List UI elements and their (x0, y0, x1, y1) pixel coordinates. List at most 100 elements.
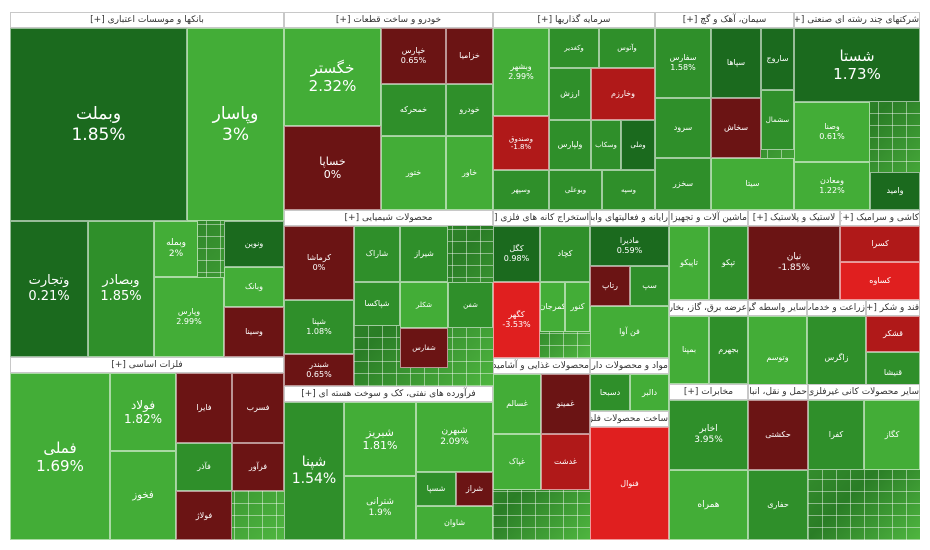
stock-tile[interactable]: شکلر (400, 282, 448, 328)
stock-tile[interactable]: شپنا 1.08% (284, 300, 354, 354)
stock-tile[interactable]: کگاز (864, 400, 920, 470)
stock-tile[interactable]: غمینو (541, 374, 590, 434)
sector-header[interactable]: بانکها و موسسات اعتباری [+] (10, 12, 284, 28)
stock-tile[interactable]: ونوین (224, 221, 284, 267)
stock-tile[interactable]: وخارزم (591, 68, 655, 120)
stock-tile[interactable]: حفاری (748, 470, 808, 540)
stock-tile[interactable]: کفرا (808, 400, 864, 470)
stock-tile[interactable]: سخاش (711, 98, 761, 158)
stock-tile[interactable]: بمپنا (669, 316, 709, 384)
stock-tile[interactable]: کچاد (540, 226, 590, 282)
stock-tile[interactable]: فن آوا (590, 306, 669, 358)
stock-tile[interactable]: وآتوس (599, 28, 655, 68)
stock-tile[interactable]: حکشتی (748, 400, 808, 470)
sector-header[interactable]: استخراج کانه های فلزی [+] (493, 210, 590, 226)
sector-header[interactable]: فرآورده های نفتی، کک و سوخت هسته ای [+] (284, 386, 493, 402)
stock-tile[interactable]: شپاکسا (354, 282, 400, 326)
stock-tile[interactable]: وتجارت 0.21% (10, 221, 88, 357)
stock-tile[interactable]: ختور (381, 136, 446, 210)
stock-tile[interactable]: ساروج (761, 28, 794, 90)
stock-tile[interactable]: فآذر (176, 443, 232, 491)
stock-tile[interactable]: همراه (669, 470, 748, 540)
sector-header[interactable]: فلزات اساسی [+] (10, 357, 284, 373)
stock-tile[interactable]: شپنا 1.54% (284, 402, 344, 540)
sector-header[interactable]: ساخت محصولات فلزی [+] (590, 411, 669, 427)
stock-tile[interactable]: سشمال (761, 90, 794, 150)
stock-tile[interactable]: کمرجان (540, 282, 565, 332)
stock-tile[interactable]: وبشهر 2.99% (493, 28, 549, 116)
stock-tile[interactable]: شترانی 1.9% (344, 476, 416, 540)
stock-tile[interactable]: وبصادر 1.85% (88, 221, 154, 357)
stock-tile[interactable]: شفارس (400, 328, 448, 368)
stock-tile[interactable]: نیان -1.85% (748, 226, 840, 300)
stock-tile[interactable]: فولاژ (176, 491, 232, 540)
stock-tile[interactable]: کرماشا 0% (284, 226, 354, 300)
stock-tile[interactable]: فخوز (110, 451, 176, 540)
sector-header[interactable]: زراعت و خدمات وابسته [+] (807, 300, 866, 316)
stock-tile[interactable]: دسبحا (590, 374, 630, 411)
stock-tile[interactable]: مادیرا 0.59% (590, 226, 669, 266)
stock-tile[interactable]: وملی (621, 120, 655, 170)
stock-tile[interactable]: سپاها (711, 28, 761, 98)
stock-tile[interactable]: بجهرم (709, 316, 748, 384)
stock-tile[interactable]: فولاد 1.82% (110, 373, 176, 451)
stock-tile[interactable]: ارزش (549, 68, 591, 120)
stock-tile[interactable]: غدشت (541, 434, 590, 490)
stock-tile[interactable]: اخابر 3.95% (669, 400, 748, 470)
sector-header[interactable]: مخابرات [+] (669, 384, 748, 400)
stock-tile[interactable]: شیراز (400, 226, 448, 282)
sector-header[interactable]: محصولات شیمیایی [+] (284, 210, 493, 226)
sector-header[interactable]: حمل و نقل، انبارداری و ارتباطات [+] (748, 384, 808, 400)
stock-tile[interactable]: شبریز 1.81% (344, 402, 416, 476)
sector-header[interactable]: مواد و محصولات دارویی [+] (590, 358, 669, 374)
stock-tile[interactable]: وصندوق -1.8% (493, 116, 549, 170)
stock-tile[interactable]: وپاسار 3% (187, 28, 284, 221)
stock-tile[interactable]: خودرو (446, 84, 493, 136)
stock-tile[interactable]: تاپیکو (669, 226, 709, 300)
sector-header[interactable]: شرکتهای چند رشته ای صنعتی [+] (794, 12, 920, 28)
stock-tile[interactable]: کگهر -3.53% (493, 282, 540, 358)
stock-tile[interactable]: وسپهر (493, 170, 549, 210)
stock-tile[interactable]: سپ (630, 266, 669, 306)
stock-tile[interactable]: شسپا (416, 472, 456, 506)
stock-tile[interactable]: خپارس 0.65% (381, 28, 446, 84)
stock-tile[interactable]: فرآور (232, 443, 284, 491)
stock-tile[interactable]: وپارس 2.99% (154, 277, 224, 357)
sector-header[interactable]: سایر واسطه گریهای مالی [+] (748, 300, 807, 316)
stock-tile[interactable]: شستا 1.73% (794, 28, 920, 102)
stock-tile[interactable]: وبوعلی (549, 170, 602, 210)
stock-tile[interactable]: غسالم (493, 374, 541, 434)
sector-header[interactable]: رایانه و فعالیتهای وابسته به آن [+] (590, 210, 669, 226)
stock-tile[interactable]: خاور (446, 136, 493, 210)
stock-tile[interactable]: فملی 1.69% (10, 373, 110, 540)
stock-tile[interactable]: کگل 0.98% (493, 226, 540, 282)
stock-tile[interactable]: تپکو (709, 226, 748, 300)
stock-tile[interactable]: وامید (870, 172, 920, 210)
stock-tile[interactable]: شبهرن 2.09% (416, 402, 493, 472)
sector-header[interactable]: لاستیک و پلاستیک [+] (748, 210, 840, 226)
stock-tile[interactable]: خمحرکه (381, 84, 446, 136)
stock-tile[interactable]: ولپارس (549, 120, 591, 170)
stock-tile[interactable]: سخزر (655, 158, 711, 210)
stock-tile[interactable]: وبانک (224, 267, 284, 307)
stock-tile[interactable]: فایرا (176, 373, 232, 443)
stock-tile[interactable]: وصنا 0.61% (794, 102, 870, 162)
stock-tile[interactable]: غپاک (493, 434, 541, 490)
stock-tile[interactable]: وبملت 1.85% (10, 28, 187, 221)
sector-header[interactable]: سرمایه گذاریها [+] (493, 12, 655, 28)
sector-header[interactable]: عرضه برق، گاز، بخار و آب گرم [+] (669, 300, 748, 316)
stock-tile[interactable]: شراز (456, 472, 493, 506)
sector-header[interactable]: کاشی و سرامیک [+] (840, 210, 920, 226)
stock-tile[interactable]: شبندر 0.65% (284, 354, 354, 386)
stock-tile[interactable]: خگستر 2.32% (284, 28, 381, 126)
stock-tile[interactable]: شاوان (416, 506, 493, 540)
stock-tile[interactable]: وسینا (224, 307, 284, 357)
stock-tile[interactable]: دالبر (630, 374, 669, 411)
stock-tile[interactable]: خزامیا (446, 28, 493, 84)
sector-header[interactable]: محصولات غذایی و آشامیدنی بجز قند و شکر [… (493, 358, 590, 374)
stock-tile[interactable]: ومعادن 1.22% (794, 162, 870, 210)
stock-tile[interactable]: وسکاب (591, 120, 621, 170)
sector-header[interactable]: خودرو و ساخت قطعات [+] (284, 12, 493, 28)
stock-tile[interactable]: شاراک (354, 226, 400, 282)
